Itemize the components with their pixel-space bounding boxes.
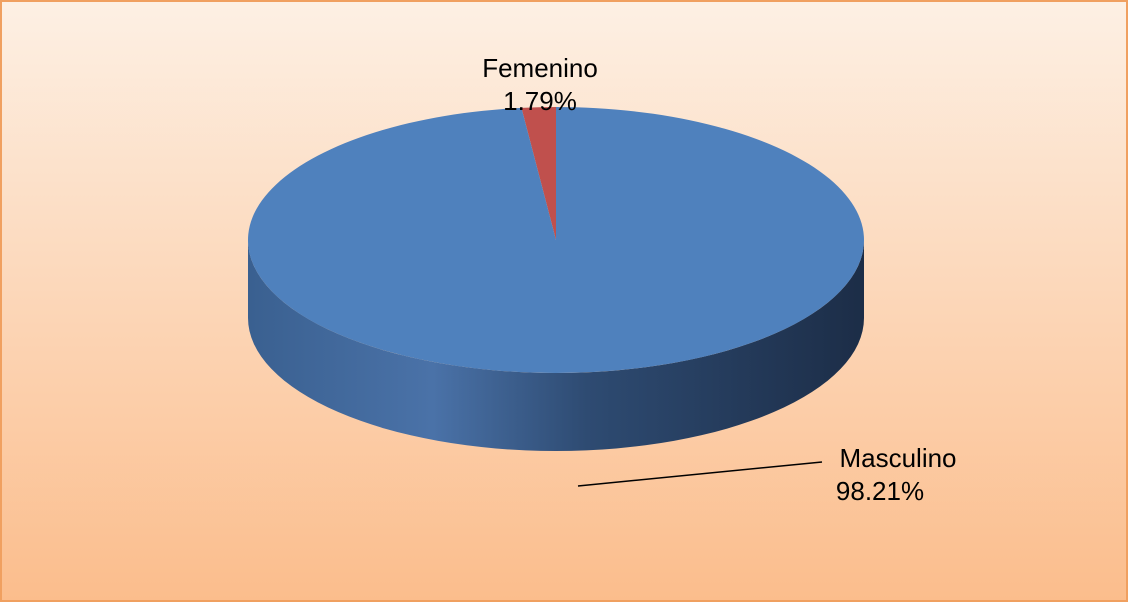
pie-slice xyxy=(248,107,865,374)
leader-line xyxy=(577,461,823,487)
slice-label: Femenino xyxy=(482,53,598,83)
slice-label: Masculino xyxy=(839,443,956,473)
slice-value: 98.21% xyxy=(836,476,924,506)
pie-slice xyxy=(521,107,556,240)
pie xyxy=(248,107,865,451)
pie-side xyxy=(248,240,864,451)
slice-value: 1.79% xyxy=(503,86,577,116)
